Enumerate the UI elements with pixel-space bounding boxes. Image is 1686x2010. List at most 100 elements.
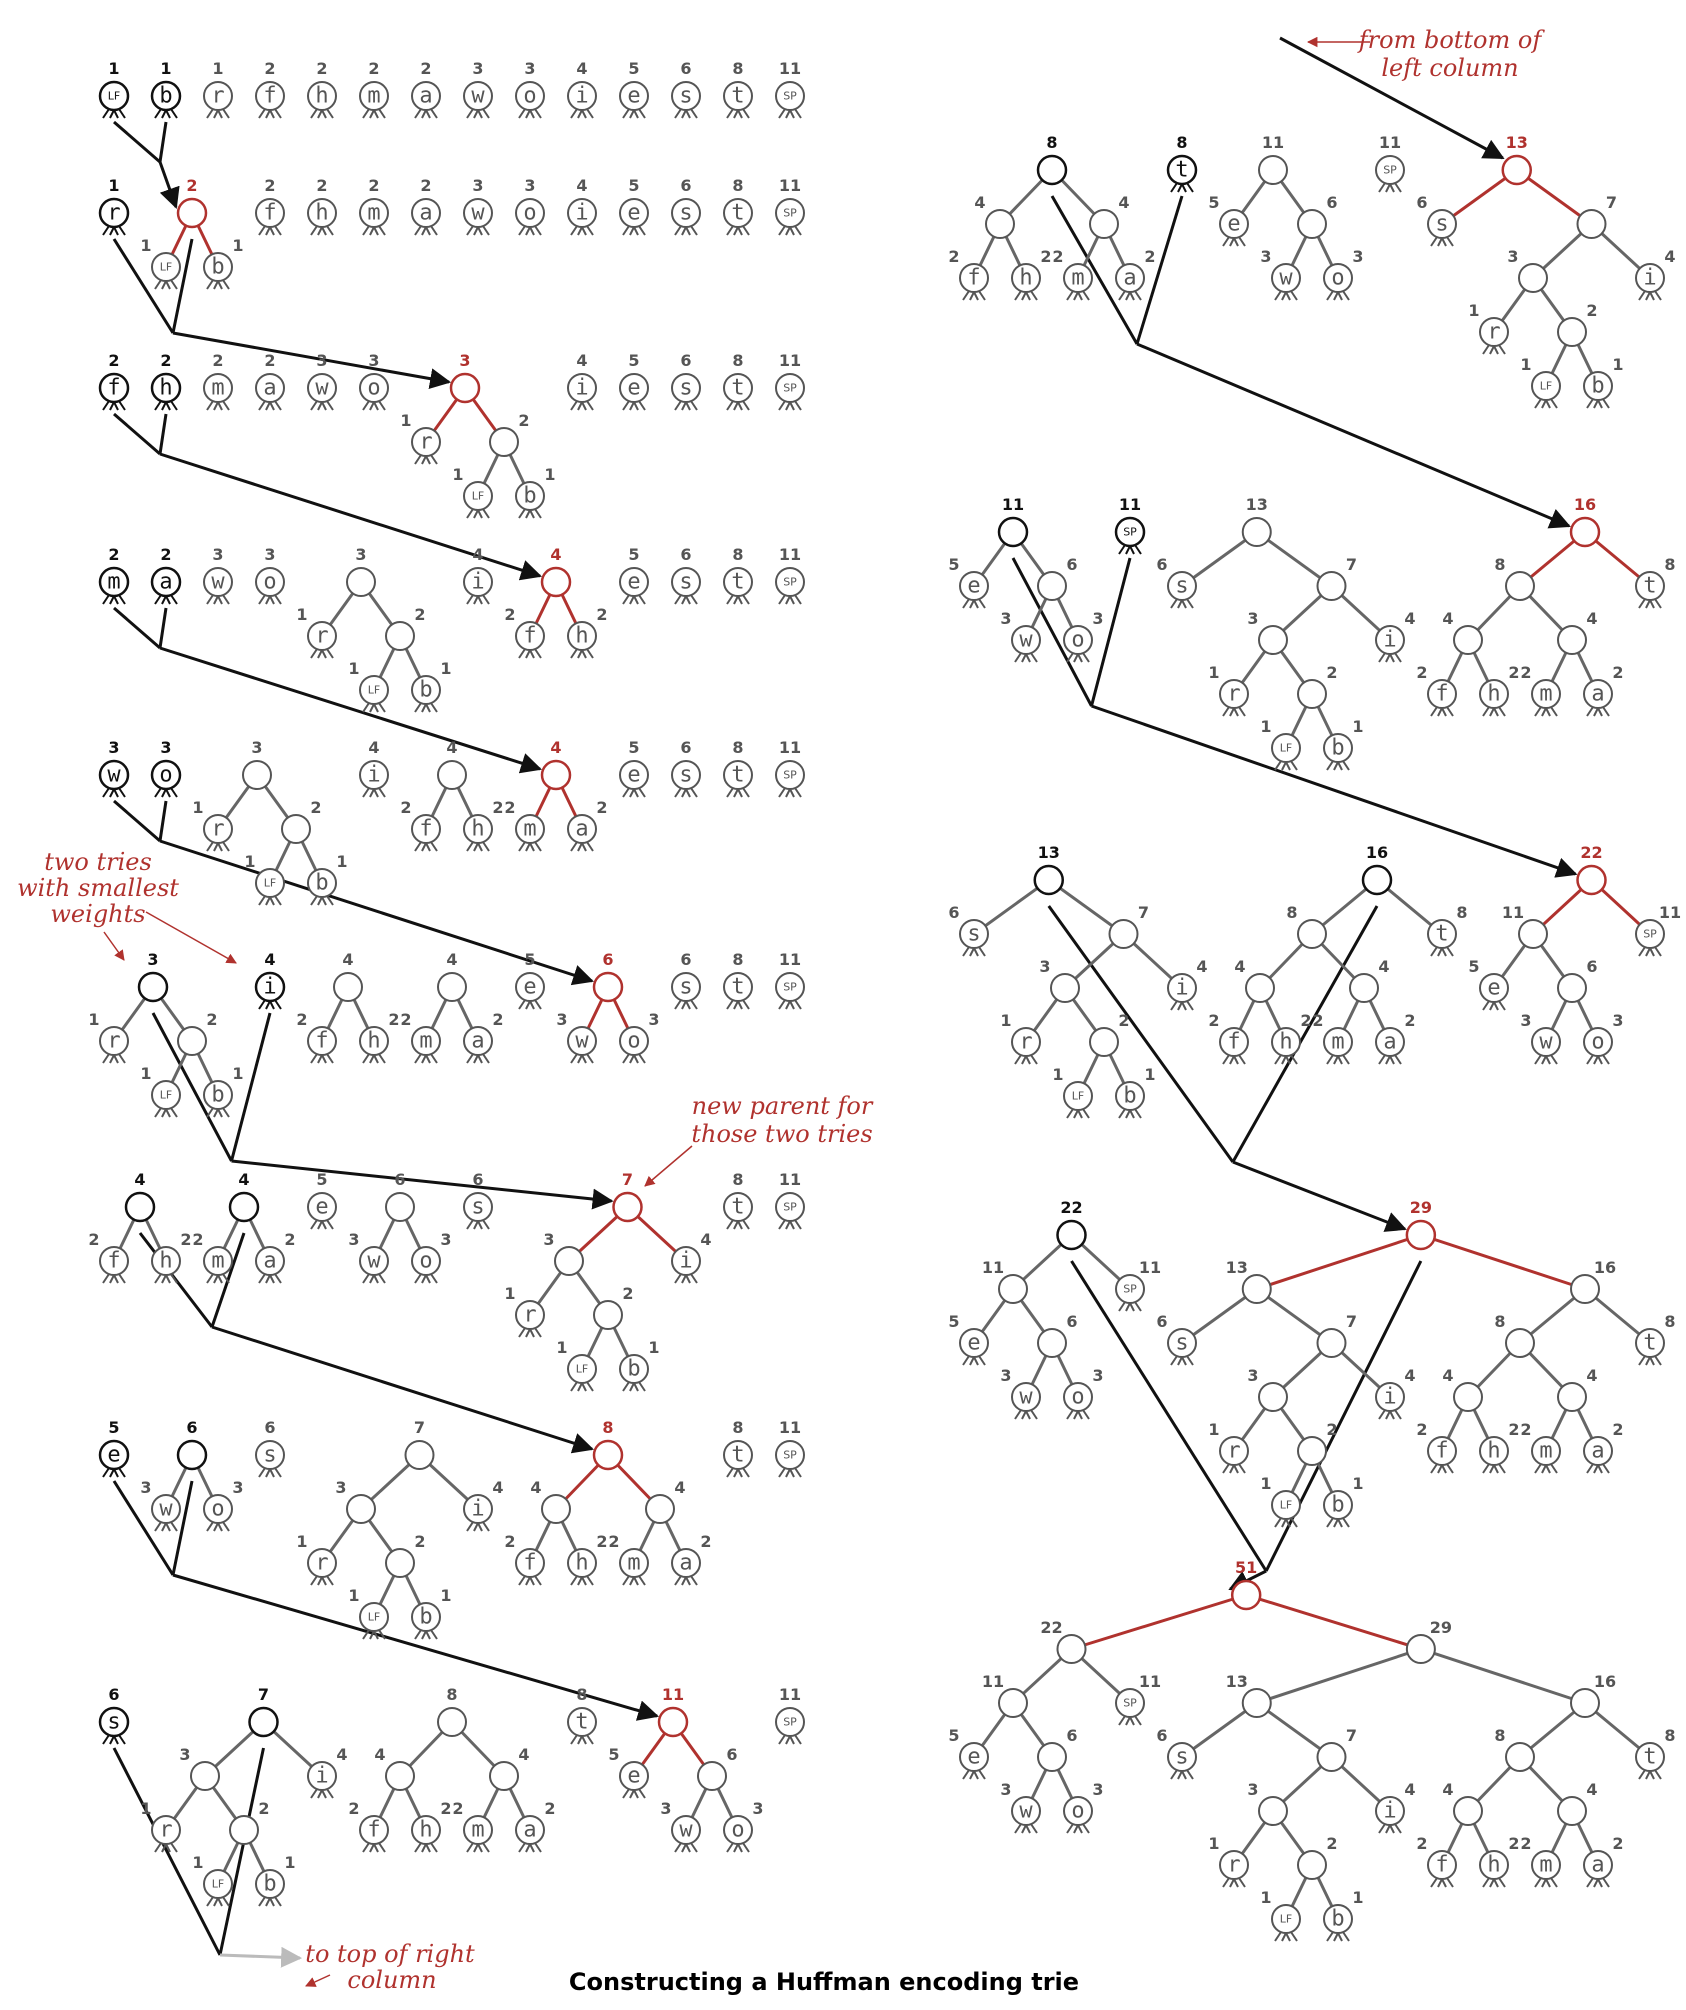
leaf-symbol: o xyxy=(1071,628,1084,653)
leaf-node-o: o3 xyxy=(150,738,182,798)
leaf-symbol: t xyxy=(731,763,744,788)
leaf-symbol: o xyxy=(367,376,380,401)
leaf-node-s: s6 xyxy=(671,545,701,605)
leaf-symbol: r xyxy=(523,1303,536,1328)
leaf-symbol: i xyxy=(1175,976,1188,1001)
leaf-symbol: r xyxy=(419,430,432,455)
weight-label: 4 xyxy=(336,1745,347,1764)
leaf-symbol: w xyxy=(1019,1385,1033,1410)
leaf-node-lf: LF 1 xyxy=(348,659,389,713)
weight-label: 2 xyxy=(1326,663,1337,682)
weight-label: 2 xyxy=(492,1010,503,1029)
leaf-node-h: h2 xyxy=(411,1799,452,1853)
leaf-node-r: r1 xyxy=(400,411,441,465)
weight-label: 3 xyxy=(348,1230,359,1249)
merge-arrow-4 xyxy=(113,606,543,774)
weight-label: 6 xyxy=(1156,1726,1167,1745)
weight-label: 4 xyxy=(576,351,587,370)
weight-label: 7 xyxy=(622,1170,633,1189)
leaf-node-t: t8 xyxy=(723,176,753,236)
weight-label: 3 xyxy=(368,351,379,370)
weight-label: 13 xyxy=(1226,1258,1248,1277)
weight-label: 1 xyxy=(140,1064,151,1083)
weight-label: 6 xyxy=(394,1170,405,1189)
weight-label: 6 xyxy=(1156,555,1167,574)
leaf-node-b: b1 xyxy=(619,1338,660,1392)
weight-label: 6 xyxy=(186,1418,197,1437)
leaf-symbol: t xyxy=(1435,922,1448,947)
weight-label: 1 xyxy=(192,798,203,817)
leaf-symbol: s xyxy=(679,570,692,595)
leaf-symbol: s xyxy=(679,975,692,1000)
annotation-two-tries-line1: two tries xyxy=(44,848,152,876)
weight-label: 1 xyxy=(1520,355,1531,374)
leaf-node-e: e5 xyxy=(307,1170,337,1230)
annotation-to-top: to top of right column xyxy=(305,1940,475,1994)
internal-node-22: 22 xyxy=(1040,1618,1087,1664)
leaf-symbol: h xyxy=(315,201,328,226)
internal-node-3: 3 xyxy=(346,545,376,597)
weight-label: 8 xyxy=(1176,133,1187,152)
weight-label: 2 xyxy=(622,1284,633,1303)
weight-label: 3 xyxy=(160,738,171,757)
weight-label: 2 xyxy=(388,1010,399,1029)
leaf-symbol: b xyxy=(211,255,224,280)
weight-label: 4 xyxy=(530,1478,541,1497)
weight-label: 2 xyxy=(420,59,431,78)
leaf-node-h: h2 xyxy=(151,1230,192,1284)
weight-label: 3 xyxy=(543,1230,554,1249)
leaf-node-a: a2 xyxy=(255,351,285,411)
weight-label: 4 xyxy=(134,1170,145,1189)
leaf-node-s: s6 xyxy=(671,351,701,411)
leaf-symbol: a xyxy=(1591,1439,1604,1464)
leaf-symbol: a xyxy=(679,1551,692,1576)
weight-label: 3 xyxy=(472,59,483,78)
leaf-symbol: h xyxy=(1487,1853,1500,1878)
weight-label: 1 xyxy=(1260,1888,1271,1907)
weight-label: 1 xyxy=(1000,1011,1011,1030)
weight-label: 2 xyxy=(1586,301,1597,320)
leaf-symbol: o xyxy=(627,1029,640,1054)
internal-node-6: 6 xyxy=(176,1418,208,1471)
leaf-symbol: r xyxy=(1487,320,1500,345)
internal-node-13: 13 xyxy=(1501,133,1532,186)
leaf-symbol: b xyxy=(419,1605,432,1630)
leaf-node-f: f2 xyxy=(948,247,989,301)
weight-label: 3 xyxy=(524,176,535,195)
leaf-symbol: o xyxy=(523,201,536,226)
leaf-symbol: b xyxy=(315,871,328,896)
weight-label: 11 xyxy=(982,1672,1004,1691)
leaf-node-i: i4 xyxy=(307,1745,348,1799)
annotation-two-tries-line3: weights xyxy=(50,900,145,928)
leaf-symbol: h xyxy=(367,1029,380,1054)
weight-label: 2 xyxy=(1300,1011,1311,1030)
weight-label: 8 xyxy=(1494,1312,1505,1331)
leaf-node-f: f2 xyxy=(98,351,130,411)
weight-label: 6 xyxy=(726,1745,737,1764)
weight-label: 1 xyxy=(1144,1065,1155,1084)
leaf-node-e: e5 xyxy=(619,59,649,119)
internal-node-51: 51 xyxy=(1230,1558,1262,1611)
weight-label: 4 xyxy=(576,176,587,195)
weight-label: 2 xyxy=(368,176,379,195)
leaf-symbol: r xyxy=(107,1029,120,1054)
weight-label: 2 xyxy=(264,176,275,195)
weight-label: 5 xyxy=(316,1170,327,1189)
leaf-node-b: b1 xyxy=(150,59,182,119)
leaf-node-m: m2 xyxy=(98,545,130,605)
weight-label: 3 xyxy=(1092,1780,1103,1799)
weight-label: 8 xyxy=(446,1685,457,1704)
leaf-symbol: a xyxy=(575,817,588,842)
internal-node-2: 2 xyxy=(593,1284,634,1330)
leaf-symbol: SP xyxy=(783,1716,797,1729)
weight-label: 11 xyxy=(1139,1258,1161,1277)
leaf-node-t: t8 xyxy=(1635,555,1676,609)
leaf-symbol: s xyxy=(107,1710,120,1735)
weight-label: 1 xyxy=(440,659,451,678)
annotation-new-parent-line2: those two tries xyxy=(691,1120,872,1148)
leaf-symbol: b xyxy=(211,1083,224,1108)
leaf-node-r: r1 xyxy=(1208,663,1249,717)
weight-label: 2 xyxy=(400,1010,411,1029)
leaf-node-b: b1 xyxy=(1323,1474,1364,1528)
